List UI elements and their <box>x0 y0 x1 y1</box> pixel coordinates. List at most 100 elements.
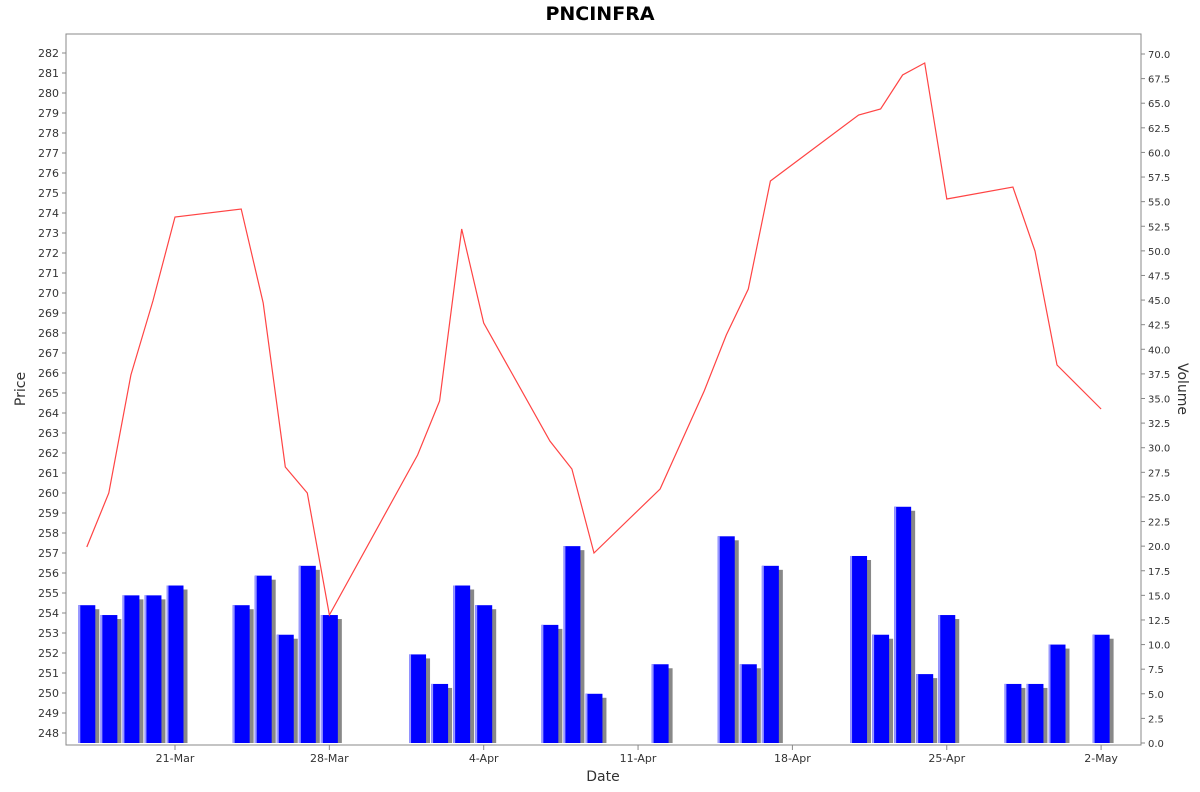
volume-bar-highlight <box>563 546 566 743</box>
volume-bar-highlight <box>409 654 412 743</box>
y-tick-label: 266 <box>38 367 59 380</box>
volume-bar <box>276 634 294 743</box>
y-tick-label: 258 <box>38 527 59 540</box>
y-tick-label: 269 <box>38 307 59 320</box>
x-tick-label: 2-May <box>1084 752 1118 765</box>
volume-bar-highlight <box>1026 683 1029 743</box>
volume-bar-highlight <box>850 555 853 743</box>
y-tick-label: 263 <box>38 427 59 440</box>
volume-bar <box>453 585 471 743</box>
y-tick-label: 267 <box>38 347 59 360</box>
volume-bar-highlight <box>739 664 742 743</box>
volume-bar-highlight <box>431 683 434 743</box>
y2-tick-label: 5.0 <box>1148 690 1164 701</box>
volume-bar-highlight <box>276 634 279 743</box>
y2-tick-label: 62.5 <box>1148 124 1170 135</box>
plot-area <box>65 33 1142 746</box>
y-tick-label: 272 <box>38 247 59 260</box>
y2-tick-label: 45.0 <box>1148 296 1170 307</box>
y2-tick-label: 70.0 <box>1148 50 1170 61</box>
volume-bar <box>1092 634 1110 743</box>
y2-tick-label: 30.0 <box>1148 444 1170 455</box>
y2-tick-label: 42.5 <box>1148 321 1170 332</box>
y2-tick-label: 20.0 <box>1148 542 1170 553</box>
volume-bar <box>894 506 912 743</box>
y2-tick-label: 37.5 <box>1148 370 1170 381</box>
y-tick-label: 260 <box>38 487 59 500</box>
volume-bar-highlight <box>475 605 478 743</box>
y2-tick-label: 47.5 <box>1148 271 1170 282</box>
volume-bar <box>1048 644 1066 743</box>
y2-tick-label: 57.5 <box>1148 173 1170 184</box>
x-tick-label: 4-Apr <box>469 752 499 765</box>
volume-bar <box>100 615 118 743</box>
y-tick-label: 274 <box>38 207 59 220</box>
y-axis-label: Price <box>13 372 29 406</box>
y-tick-label: 279 <box>38 107 59 120</box>
x-tick-label: 28-Mar <box>310 752 349 765</box>
volume-bar <box>872 634 890 743</box>
y-axis-right: 0.0 2.5 5.0 7.5 10.0 12.5 15.0 17.5 20.0 22.5 25.0… <box>1141 50 1170 750</box>
volume-bar <box>1026 683 1044 743</box>
y-tick-label: 276 <box>38 167 59 180</box>
y2-tick-label: 0.0 <box>1148 739 1164 750</box>
volume-bar <box>320 615 338 743</box>
volume-bar-highlight <box>166 585 169 743</box>
y2-tick-label: 67.5 <box>1148 75 1170 86</box>
volume-bar-highlight <box>1092 634 1095 743</box>
y2-tick-label: 15.0 <box>1148 591 1170 602</box>
y2-tick-label: 65.0 <box>1148 99 1170 110</box>
x-tick-label: 11-Apr <box>620 752 657 765</box>
volume-bar-highlight <box>717 536 720 743</box>
x-tick-label: 25-Apr <box>928 752 965 765</box>
y-tick-label: 264 <box>38 407 59 420</box>
volume-bar <box>166 585 184 743</box>
y2-tick-label: 2.5 <box>1148 714 1164 725</box>
y2-tick-label: 52.5 <box>1148 222 1170 233</box>
y2-tick-label: 7.5 <box>1148 665 1164 676</box>
volume-bar <box>475 605 493 743</box>
y2-tick-label: 35.0 <box>1148 395 1170 406</box>
volume-bar-highlight <box>541 624 544 743</box>
y-tick-label: 248 <box>38 727 59 740</box>
volume-bar <box>651 664 669 743</box>
y2-tick-label: 40.0 <box>1148 345 1170 356</box>
volume-bar <box>254 575 272 743</box>
y2-tick-label: 55.0 <box>1148 198 1170 209</box>
y2-tick-label: 32.5 <box>1148 419 1170 430</box>
volume-bar <box>563 546 581 743</box>
y-tick-label: 259 <box>38 507 59 520</box>
x-axis-label: Date <box>586 769 619 785</box>
volume-bar <box>431 683 449 743</box>
volume-bar <box>409 654 427 743</box>
volume-bar-highlight <box>651 664 654 743</box>
volume-bar-highlight <box>872 634 875 743</box>
volume-bar-highlight <box>232 605 235 743</box>
y-tick-label: 270 <box>38 287 59 300</box>
y2-tick-label: 10.0 <box>1148 641 1170 652</box>
volume-bar <box>739 664 757 743</box>
volume-bar <box>541 624 559 743</box>
y-tick-label: 277 <box>38 147 59 160</box>
volume-bar <box>144 595 162 743</box>
volume-bar-highlight <box>894 506 897 743</box>
volume-bar <box>850 555 868 743</box>
y-tick-label: 262 <box>38 447 59 460</box>
y-tick-label: 261 <box>38 467 59 480</box>
volume-bar <box>298 565 316 743</box>
x-axis: 21-Mar 28-Mar 4-Apr 11-Apr 18-Apr 25-Apr 2-May <box>156 745 1118 765</box>
price-series-line <box>86 62 1102 617</box>
y2-tick-label: 60.0 <box>1148 148 1170 159</box>
y-tick-label: 254 <box>38 607 59 620</box>
volume-bar <box>717 536 735 743</box>
y-tick-label: 257 <box>38 547 59 560</box>
volume-bar-highlight <box>1004 683 1007 743</box>
volume-bar-highlight <box>100 615 103 743</box>
volume-bar <box>122 595 140 743</box>
volume-bar <box>1004 683 1022 743</box>
y2-tick-label: 25.0 <box>1148 493 1170 504</box>
volume-bar-highlight <box>298 565 301 743</box>
volume-bar <box>232 605 250 743</box>
volume-bar-highlight <box>938 615 941 743</box>
y2-axis-label: Volume <box>1174 363 1190 415</box>
